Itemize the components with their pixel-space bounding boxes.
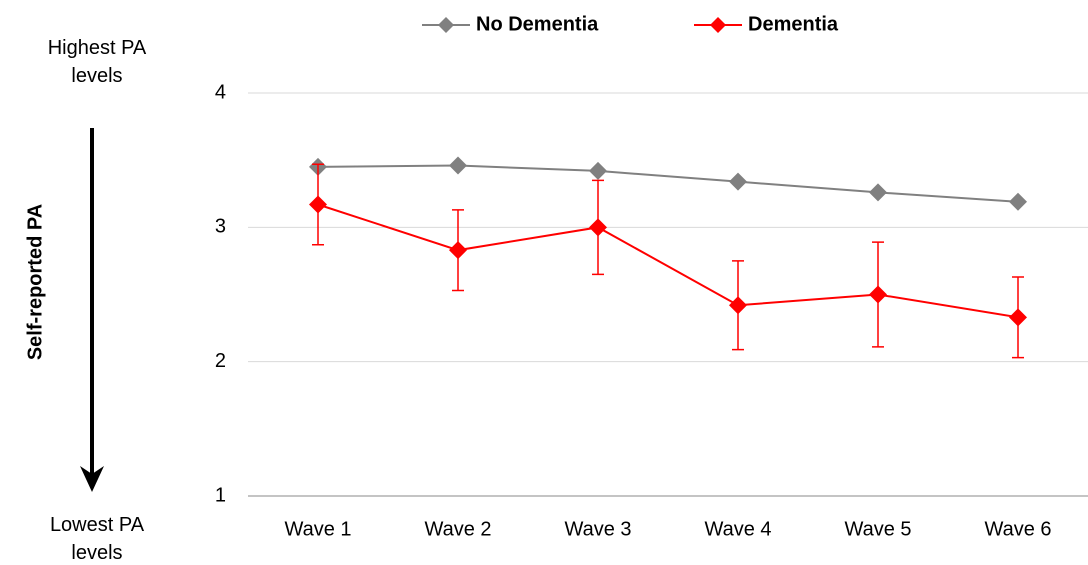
y-tick-label: 3: [215, 216, 226, 238]
marker: [309, 195, 327, 214]
x-tick-label: Wave 2: [424, 518, 491, 540]
y-tick-label: 2: [215, 350, 226, 372]
x-tick-label: Wave 6: [984, 518, 1051, 540]
marker: [1009, 308, 1027, 327]
marker: [589, 161, 607, 180]
x-tick-label: Wave 5: [844, 518, 911, 540]
series-line: [317, 164, 1019, 203]
arrow-head: [80, 466, 104, 492]
y-tick-label: 1: [215, 484, 226, 506]
x-tick-label: Wave 1: [284, 518, 351, 540]
marker: [449, 241, 467, 260]
legend-label: Dementia: [748, 13, 839, 35]
marker: [869, 183, 887, 202]
y-axis-label: Self-reported PA: [24, 204, 46, 360]
marker: [729, 296, 747, 315]
marker: [449, 156, 467, 175]
x-tick-label: Wave 3: [564, 518, 631, 540]
legend-marker: [438, 17, 454, 33]
legend-marker: [710, 17, 726, 33]
marker: [729, 172, 747, 191]
series-line: [317, 203, 1019, 319]
marker: [869, 285, 887, 304]
annotation: Highest PA levels: [47, 37, 147, 87]
x-tick-label: Wave 4: [704, 518, 771, 540]
marker: [589, 218, 607, 237]
marker: [1009, 192, 1027, 211]
legend-label: No Dementia: [476, 13, 599, 35]
annotation: Lowest PA levels: [49, 514, 145, 564]
y-tick-label: 4: [215, 81, 226, 103]
